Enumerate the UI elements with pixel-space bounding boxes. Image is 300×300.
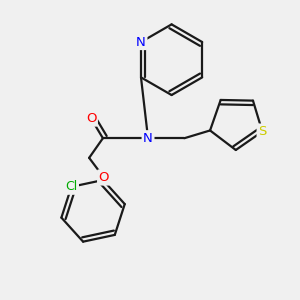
Text: N: N xyxy=(136,35,146,49)
Text: S: S xyxy=(258,125,266,138)
Text: O: O xyxy=(86,112,96,125)
Text: N: N xyxy=(143,132,153,145)
Text: O: O xyxy=(99,171,109,184)
Text: Cl: Cl xyxy=(65,180,77,193)
